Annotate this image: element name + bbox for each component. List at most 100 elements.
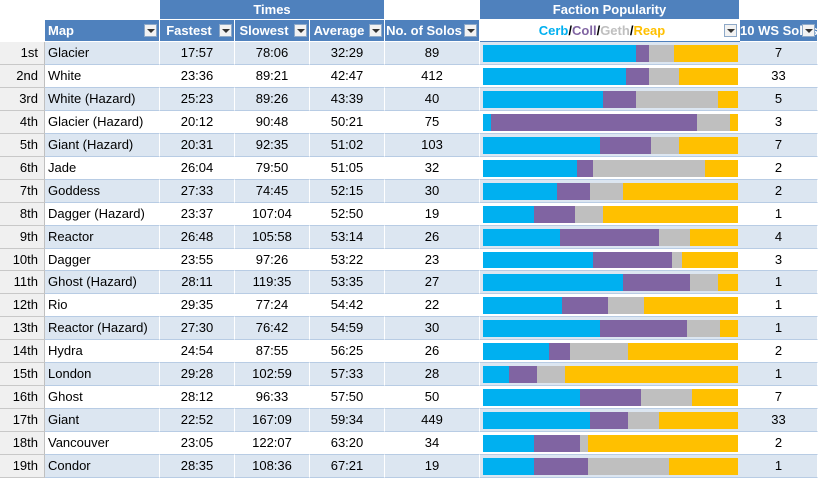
cell-fastest: 24:54 — [160, 340, 235, 364]
cell-average: 53:35 — [310, 271, 385, 295]
cell-map: Hydra — [45, 340, 160, 364]
cell-ws: 2 — [740, 156, 818, 180]
cell-average: 51:02 — [310, 133, 385, 157]
row-number: 8th — [0, 202, 45, 226]
faction-bar — [623, 274, 690, 292]
column-header: Fastest — [160, 20, 235, 42]
faction-bar — [536, 366, 565, 384]
cell-fastest: 23:05 — [160, 432, 235, 456]
cell-average: 54:42 — [310, 294, 385, 318]
cell-average: 63:20 — [310, 432, 385, 456]
legend-entry: Geth — [600, 23, 630, 38]
faction-bar — [625, 67, 649, 85]
legend-entry: Coll — [572, 23, 597, 38]
faction-bar — [483, 205, 534, 223]
cell-ws: 3 — [740, 110, 818, 134]
cell-ws: 1 — [740, 317, 818, 341]
row-number: 9th — [0, 225, 45, 249]
row-number: 5th — [0, 133, 45, 157]
faction-bar — [483, 45, 636, 62]
cell-solos: 412 — [385, 64, 480, 88]
faction-bar — [483, 251, 593, 269]
filter-button — [219, 24, 232, 37]
faction-bar — [483, 159, 578, 177]
cell-ws: 7 — [740, 386, 818, 410]
faction-bar — [556, 182, 591, 200]
faction-bar — [600, 136, 652, 154]
cell-fastest: 28:35 — [160, 455, 235, 478]
cell-slowest: 89:26 — [235, 87, 310, 111]
row-number: 13th — [0, 317, 45, 341]
faction-bar — [483, 136, 601, 154]
faction-bar — [483, 343, 550, 361]
faction-bar — [692, 389, 738, 407]
cell-solos: 449 — [385, 409, 480, 433]
cell-slowest: 108:36 — [235, 455, 310, 478]
faction-bar — [628, 412, 659, 430]
cell-slowest: 78:06 — [235, 42, 310, 65]
faction-bar — [534, 435, 580, 453]
cell-solos: 19 — [385, 455, 480, 478]
cell-solos: 103 — [385, 133, 480, 157]
faction-bar — [717, 90, 738, 108]
faction-bar — [674, 45, 738, 62]
row-number: 12th — [0, 294, 45, 318]
cell-average: 56:25 — [310, 340, 385, 364]
cell-slowest: 90:48 — [235, 110, 310, 134]
faction-bar — [587, 435, 738, 453]
legend-separator: / — [596, 23, 601, 38]
cell-solos: 26 — [385, 340, 480, 364]
faction-bar — [648, 67, 680, 85]
cell-slowest: 119:35 — [235, 271, 310, 295]
faction-bar — [549, 343, 570, 361]
faction-bar — [534, 205, 575, 223]
row-number: 6th — [0, 156, 45, 180]
faction-bar — [658, 228, 690, 246]
cell-ws: 7 — [740, 133, 818, 157]
faction-bar — [483, 274, 624, 292]
faction-bar — [483, 458, 534, 475]
cell-average: 67:21 — [310, 455, 385, 478]
faction-bar — [590, 182, 624, 200]
cell-solos: 75 — [385, 110, 480, 134]
filter-button — [369, 24, 382, 37]
faction-bar — [490, 113, 698, 131]
cell-solos: 22 — [385, 294, 480, 318]
cell-map: Goddess — [45, 179, 160, 203]
cell-slowest: 97:26 — [235, 248, 310, 272]
cell-ws: 7 — [740, 42, 818, 65]
cell-fastest: 22:52 — [160, 409, 235, 433]
faction-bar — [483, 90, 603, 108]
cell-ws: 4 — [740, 225, 818, 249]
cell-average: 50:21 — [310, 110, 385, 134]
cell-map: London — [45, 363, 160, 387]
cell-slowest: 96:33 — [235, 386, 310, 410]
faction-bar — [689, 274, 718, 292]
row-number: 3rd — [0, 87, 45, 111]
cell-slowest: 167:09 — [235, 409, 310, 433]
cell-solos: 34 — [385, 432, 480, 456]
cell-slowest: 92:35 — [235, 133, 310, 157]
cell-slowest: 79:50 — [235, 156, 310, 180]
cell-map: Reactor — [45, 225, 160, 249]
cell-average: 52:15 — [310, 179, 385, 203]
cell-fastest: 17:57 — [160, 42, 235, 65]
cell-ws: 2 — [740, 432, 818, 456]
faction-bar — [602, 90, 636, 108]
cell-map: White — [45, 64, 160, 88]
cell-average: 59:34 — [310, 409, 385, 433]
cell-solos: 30 — [385, 179, 480, 203]
cell-solos: 89 — [385, 42, 480, 65]
faction-bar — [562, 297, 608, 315]
cell-fastest: 23:37 — [160, 202, 235, 226]
cell-average: 57:33 — [310, 363, 385, 387]
row-number: 7th — [0, 179, 45, 203]
cell-fastest: 27:30 — [160, 317, 235, 341]
cell-ws: 3 — [740, 248, 818, 272]
row-number: 18th — [0, 432, 45, 456]
faction-bar — [643, 297, 738, 315]
filter-button — [294, 24, 307, 37]
faction-bar — [681, 251, 738, 269]
faction-bar — [679, 67, 738, 85]
cell-slowest: 87:55 — [235, 340, 310, 364]
